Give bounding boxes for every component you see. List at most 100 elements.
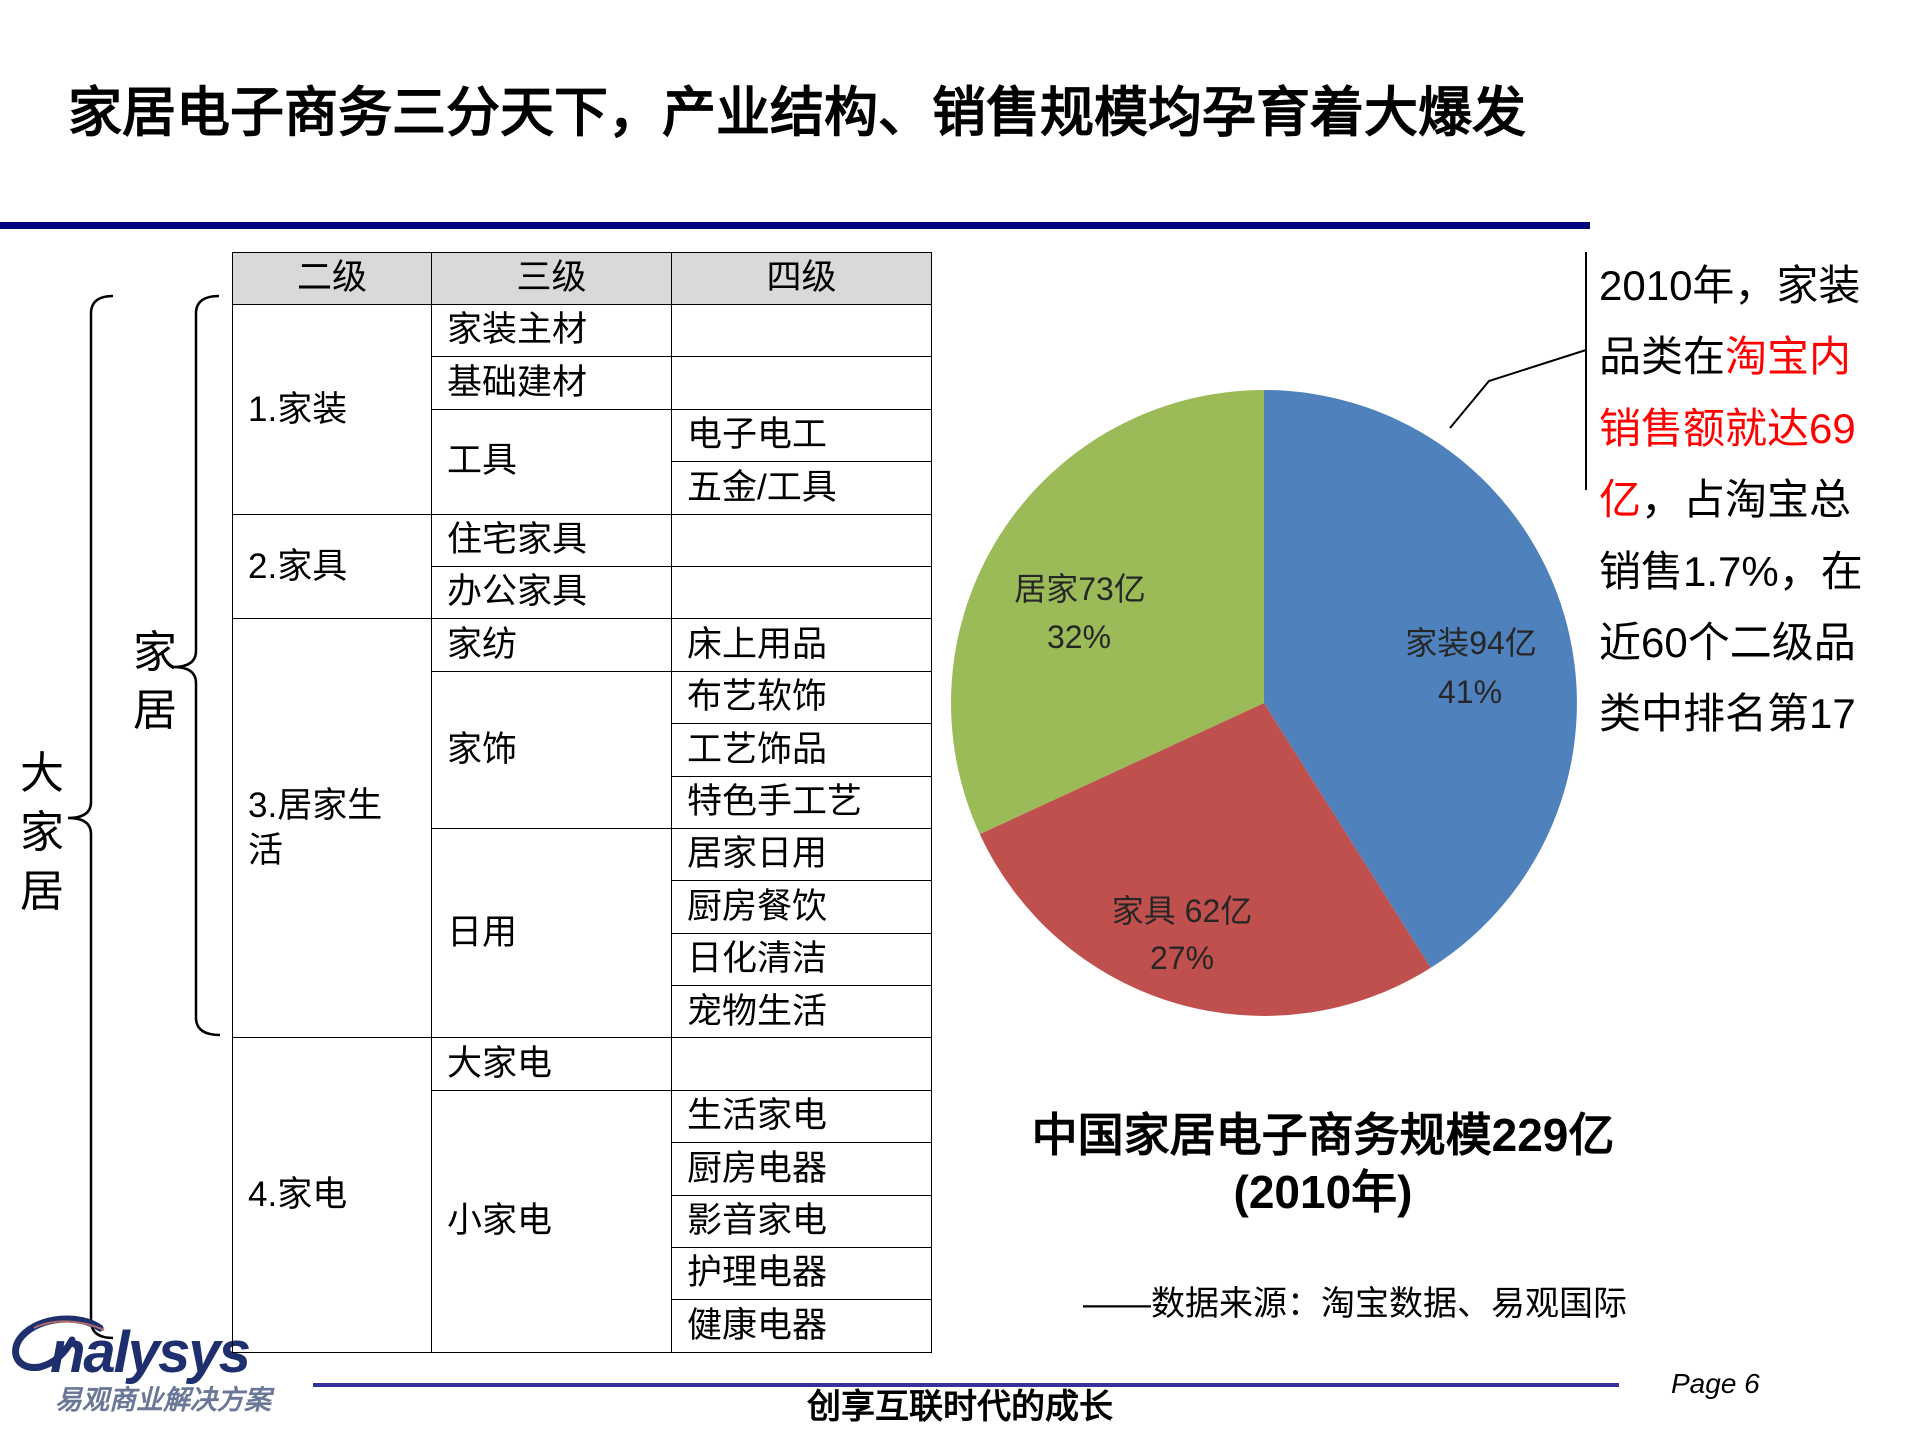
table-row: 基础建材 xyxy=(233,356,932,410)
pie-percent-home-decoration: 41% xyxy=(1438,674,1502,710)
page-number: Page 6 xyxy=(1671,1368,1760,1399)
table-header-row: 二级 三级 四级 xyxy=(232,252,932,305)
level4-cell: 日化清洁 xyxy=(671,932,932,987)
callout-leader-line xyxy=(1449,349,1587,429)
level4-cell: 布艺软饰 xyxy=(671,670,932,725)
callout-annotation: 2010年，家装 品类在淘宝内 销售额就达69 亿，占淘宝总 销售1.7%，在 … xyxy=(1599,250,1863,750)
level4-cell: 居家日用 xyxy=(671,827,932,882)
level4-cell-empty xyxy=(671,513,932,567)
level3-cell: 大家电 xyxy=(431,1037,672,1091)
slide-title: 家居电子商务三分天下，产业结构、销售规模均孕育着大爆发 xyxy=(68,83,1526,143)
level4-cell: 健康电器 xyxy=(671,1299,932,1353)
chart-title-year: (2010年) xyxy=(1233,1166,1413,1218)
callout-line: 品类在淘宝内 xyxy=(1599,321,1863,392)
footer-slogan: 创享互联时代的成长 xyxy=(807,1388,1113,1426)
inner-hierarchy-label: 家居 xyxy=(133,628,177,735)
level3-cell: 小家电 xyxy=(431,1089,672,1353)
callout-highlight: 亿 xyxy=(1599,476,1642,524)
chart-title-main: 中国家居电子商务规模229亿 xyxy=(1031,1109,1615,1161)
header-level2: 二级 xyxy=(232,252,432,305)
pie-slice-furniture xyxy=(979,703,1431,1016)
table-row: 工艺饰品 xyxy=(233,723,932,777)
table-row: 2.家具 住宅家具 xyxy=(232,513,932,620)
level2-cell: 3.居家生活 xyxy=(232,618,432,1039)
level4-cell: 厨房餐饮 xyxy=(671,880,932,934)
level4-cell-empty xyxy=(671,565,932,620)
level4-cell: 特色手工艺 xyxy=(671,775,932,829)
table-row: 五金/工具 xyxy=(233,461,932,515)
callout-highlight: 销售额就达69 xyxy=(1599,404,1856,452)
chart-title: 中国家居电子商务规模229亿 (2010年) xyxy=(973,1107,1673,1221)
pie-percent-furniture: 27% xyxy=(1150,940,1214,976)
level4-cell-empty xyxy=(671,356,932,410)
inner-bracket-icon xyxy=(172,294,221,1037)
level4-cell: 电子电工 xyxy=(671,408,932,463)
header-level4: 四级 xyxy=(671,252,932,305)
category-table: 二级 三级 四级 1.家装 家装主材 基础建材 工具 电子电工 五金/工具 2.… xyxy=(232,252,932,1353)
callout-text: 销售1.7%，在 xyxy=(1599,547,1863,595)
table-row: 4.家电 大家电 xyxy=(232,1037,932,1353)
level3-cell: 日用 xyxy=(431,827,672,1039)
callout-line: 销售额就达69 xyxy=(1599,393,1863,464)
table-row: 日用 居家日用 xyxy=(233,827,932,1039)
level2-label: 4.家电 xyxy=(248,1175,348,1215)
level4-cell-empty xyxy=(671,303,932,358)
pie-slice-home-living xyxy=(951,390,1264,835)
table-row: 1.家装 家装主材 xyxy=(232,303,932,515)
table-row: 健康电器 xyxy=(233,1299,932,1353)
table-row: 厨房餐饮 xyxy=(233,880,932,934)
table-row: 家饰 布艺软饰 xyxy=(233,670,932,829)
callout-line: 销售1.7%，在 xyxy=(1599,536,1863,607)
logo-accent-icon xyxy=(33,1320,105,1331)
level2-cell: 1.家装 xyxy=(232,304,432,515)
pie-label-home-decoration: 家装94亿 xyxy=(1405,625,1537,661)
header-level3: 三级 xyxy=(431,252,672,305)
callout-line: 类中排名第17 xyxy=(1599,678,1863,749)
level4-cell: 厨房电器 xyxy=(671,1142,932,1196)
callout-text: 类中排名第17 xyxy=(1599,690,1856,738)
level4-cell: 护理电器 xyxy=(671,1247,932,1301)
level2-cell: 2.家具 xyxy=(232,513,432,620)
level3-cell: 家装主材 xyxy=(431,303,672,358)
analysys-logo: nalysys 易观商业解决方案 xyxy=(12,1315,275,1415)
level3-cell: 家纺 xyxy=(431,618,672,672)
level3-cell: 办公家具 xyxy=(431,565,672,620)
table-row: 办公家具 xyxy=(233,565,932,620)
pie-percent-home-living: 32% xyxy=(1047,619,1111,655)
level4-cell: 床上用品 xyxy=(671,618,932,672)
footer-divider xyxy=(313,1383,1619,1387)
pie-chart: 家装94亿 41% 家具 62亿 27% 居家73亿 32% xyxy=(951,390,1577,1016)
level4-cell: 工艺饰品 xyxy=(671,723,932,777)
pie-slice-home-decoration xyxy=(1264,390,1577,968)
title-divider xyxy=(0,222,1590,229)
pie-label-furniture: 家具 62亿 xyxy=(1112,893,1253,929)
callout-highlight: 淘宝内 xyxy=(1725,333,1852,381)
callout-line: 亿，占淘宝总 xyxy=(1599,464,1863,535)
logo-tagline: 易观商业解决方案 xyxy=(55,1385,275,1415)
logo-swoosh-icon xyxy=(12,1315,104,1372)
level2-label: 1.家装 xyxy=(248,389,348,429)
outer-bracket-icon xyxy=(67,294,114,1340)
level4-cell: 五金/工具 xyxy=(671,461,932,515)
level3-cell: 住宅家具 xyxy=(431,513,672,567)
callout-line: 2010年，家装 xyxy=(1599,250,1863,321)
level2-cell: 4.家电 xyxy=(232,1037,432,1353)
level2-label: 3.居家生活 xyxy=(248,785,383,871)
level3-cell: 家饰 xyxy=(431,670,672,829)
level4-cell: 影音家电 xyxy=(671,1194,932,1249)
table-row: 特色手工艺 xyxy=(233,775,932,829)
table-row: 3.居家生活 家纺 床上用品 xyxy=(232,618,932,1039)
outer-hierarchy-label: 大家居 xyxy=(20,749,64,916)
table-row: 小家电 生活家电 xyxy=(233,1089,932,1353)
callout-text: 2010年，家装 xyxy=(1599,262,1861,309)
table-row: 厨房电器 xyxy=(233,1142,932,1196)
table-row: 日化清洁 xyxy=(233,932,932,987)
level4-cell: 生活家电 xyxy=(671,1089,932,1144)
level3-cell: 工具 xyxy=(431,408,672,515)
data-source: ——数据来源：淘宝数据、易观国际 xyxy=(1083,1285,1627,1323)
level2-label: 2.家具 xyxy=(248,546,348,586)
callout-line: 近60个二级品 xyxy=(1599,607,1863,678)
level4-cell-empty xyxy=(671,1037,932,1091)
pie-label-home-living: 居家73亿 xyxy=(1014,571,1146,607)
